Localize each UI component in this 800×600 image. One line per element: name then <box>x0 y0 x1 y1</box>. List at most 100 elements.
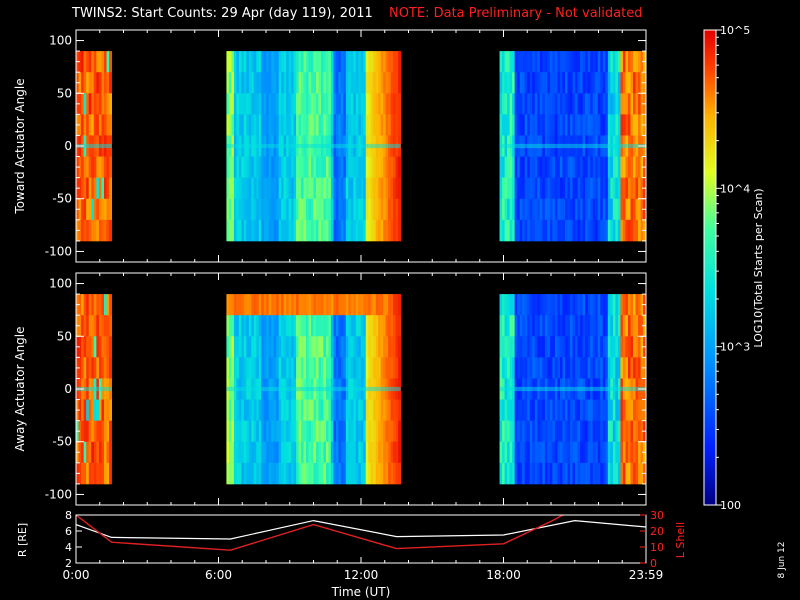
heatmap-cell <box>251 93 255 115</box>
heatmap-cell <box>499 114 503 136</box>
heatmap-cell <box>298 177 302 200</box>
heatmap-cell <box>365 441 369 464</box>
heatmap-cell <box>353 93 357 115</box>
heatmap-cell <box>358 114 362 136</box>
heatmap-cell <box>348 93 352 115</box>
heatmap-cell <box>311 315 314 337</box>
heatmap-cell <box>268 114 272 136</box>
heatmap-cell <box>633 357 636 379</box>
heatmap-cell <box>273 336 277 358</box>
heatmap-cell <box>602 336 606 358</box>
heatmap-cell <box>340 441 344 464</box>
heatmap-cell <box>570 294 573 316</box>
heatmap-cell <box>610 219 614 242</box>
heatmap-cell <box>348 114 352 136</box>
heatmap-cell <box>103 177 107 200</box>
heatmap-cell <box>534 441 538 464</box>
heatmap-cell <box>291 294 294 316</box>
heatmap-cell <box>557 462 561 485</box>
heatmap-cell <box>360 294 364 316</box>
heatmap-cell <box>575 441 579 464</box>
heatmap-cell <box>395 315 399 337</box>
heatmap-cell <box>522 51 526 73</box>
heatmap-cell <box>348 177 352 200</box>
heatmap-cell <box>519 177 523 200</box>
heatmap-cell <box>502 177 505 200</box>
heatmap-cell <box>375 357 379 379</box>
heatmap-cell <box>534 219 538 242</box>
heatmap-cell <box>261 315 265 337</box>
heatmap-cell <box>504 315 508 337</box>
heatmap-cell <box>529 357 533 379</box>
heatmap-cell <box>83 51 87 73</box>
heatmap-cell <box>109 399 113 422</box>
heatmap-cell <box>276 219 280 242</box>
heatmap-cell <box>395 177 399 200</box>
heatmap-cell <box>109 177 113 200</box>
heatmap-cell <box>293 357 297 379</box>
heatmap-cell <box>335 114 339 136</box>
heatmap-cell <box>620 315 624 337</box>
heatmap-cell <box>617 336 621 358</box>
heatmap-cell <box>534 357 538 379</box>
heatmap-cell <box>575 51 579 73</box>
heatmap-cell <box>343 399 347 422</box>
heatmap-cell <box>554 114 558 136</box>
heatmap-cell <box>301 156 304 179</box>
heatmap-cell <box>638 441 641 464</box>
heatmap-cell <box>268 315 272 337</box>
heatmap-cell <box>345 93 349 115</box>
heatmap-cell <box>261 399 265 422</box>
heatmap-cell <box>306 399 309 422</box>
heatmap-cell <box>303 462 307 485</box>
heatmap-cell <box>328 156 332 179</box>
heatmap-cell <box>393 198 397 221</box>
heatmap-cell <box>620 336 624 358</box>
heatmap-cell <box>363 177 367 200</box>
heatmap-cell <box>519 156 523 179</box>
heatmap-cell <box>363 294 367 316</box>
heatmap-cell <box>580 114 584 136</box>
heatmap-cell <box>373 336 377 358</box>
heatmap-cell <box>370 357 374 379</box>
heatmap-cell <box>343 315 347 337</box>
heatmap-cell <box>519 72 523 94</box>
heatmap-cell <box>291 336 294 358</box>
heatmap-cell <box>268 156 272 179</box>
heatmap-cell <box>570 336 573 358</box>
heatmap-cell <box>288 114 292 136</box>
heatmap-cell <box>320 294 324 316</box>
heatmap-cell <box>630 93 634 115</box>
heatmap-cell <box>96 198 100 221</box>
heatmap-cell <box>615 93 619 115</box>
heatmap-cell <box>301 315 304 337</box>
heatmap-cell <box>365 177 369 200</box>
heatmap-cell <box>101 315 105 337</box>
heatmap-cell <box>109 93 113 115</box>
heatmap-cell <box>527 399 531 422</box>
heatmap-cell <box>567 72 571 94</box>
heatmap-cell <box>298 441 302 464</box>
heatmap-cell <box>263 294 267 316</box>
heatmap-cell <box>625 156 629 179</box>
heatmap-cell <box>81 219 85 242</box>
heatmap-cell <box>607 336 611 358</box>
heatmap-cell <box>78 462 82 485</box>
heatmap-cell <box>363 114 367 136</box>
heatmap-cell <box>398 357 401 379</box>
heatmap-cell <box>343 441 347 464</box>
heatmap-cell <box>622 315 626 337</box>
heatmap-cell <box>109 336 113 358</box>
heatmap-cell <box>78 51 82 73</box>
heatmap-cell <box>554 420 558 443</box>
heatmap-cell <box>590 219 594 242</box>
heatmap-cell <box>103 357 107 379</box>
heatmap-cell <box>238 219 242 242</box>
heatmap-cell <box>293 156 297 179</box>
heatmap-cell <box>330 420 334 443</box>
heatmap-cell <box>328 177 332 200</box>
heatmap-cell <box>278 294 282 316</box>
heatmap-cell <box>301 177 304 200</box>
heatmap-cell <box>509 72 513 94</box>
heatmap-cell <box>388 357 392 379</box>
